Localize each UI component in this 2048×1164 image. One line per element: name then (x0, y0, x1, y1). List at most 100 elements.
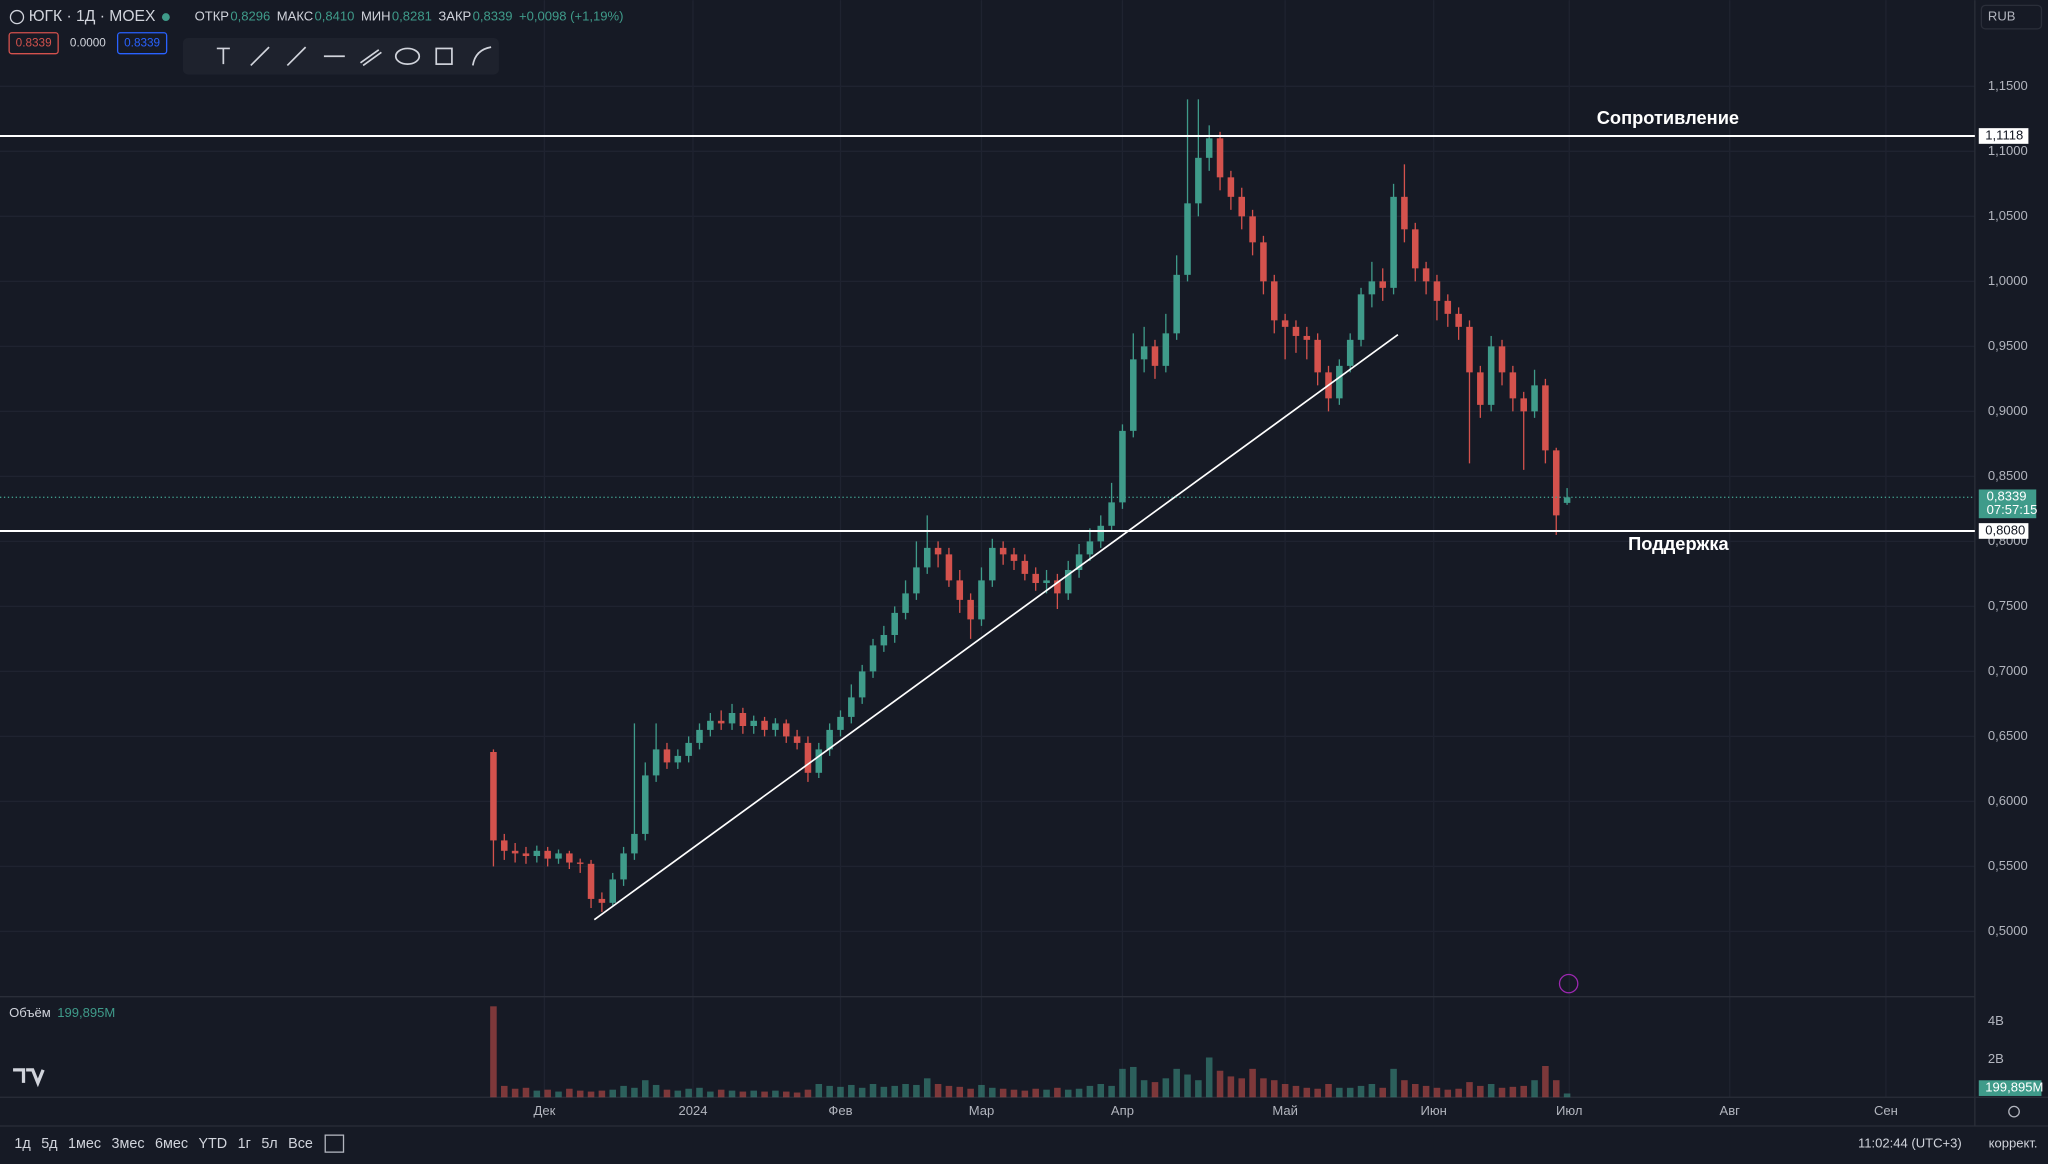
candle-body (566, 853, 573, 863)
price-box-label[interactable]: 0.0000 (70, 36, 106, 49)
candle-body (1140, 346, 1148, 360)
currency-box[interactable] (1980, 4, 2043, 30)
volume-bar (1075, 1088, 1083, 1098)
alert-icon[interactable] (1558, 973, 1579, 994)
range-button[interactable]: Все (288, 1136, 313, 1152)
trend-line (593, 333, 1399, 921)
range-button[interactable]: 3мес (111, 1136, 144, 1152)
ohlc-value: 0,8296 (230, 9, 270, 24)
y-tick-label: 0,6000 (1988, 793, 2028, 808)
text-tool[interactable] (216, 47, 230, 65)
volume-bar (1542, 1066, 1549, 1098)
volume-bar (1498, 1087, 1506, 1098)
range-button[interactable]: 5л (261, 1136, 277, 1152)
volume-bar (490, 1006, 497, 1098)
volume-bar (1325, 1084, 1332, 1098)
currency[interactable]: RUB (1988, 9, 2016, 24)
volume-bar (1097, 1084, 1105, 1098)
candle-body (1520, 398, 1527, 412)
volume-bar (1509, 1086, 1517, 1098)
volume-bar (1173, 1068, 1180, 1098)
volume-bar (1336, 1087, 1343, 1098)
volume-bar (511, 1088, 519, 1098)
candle-body (501, 840, 508, 851)
volume-bar (750, 1090, 757, 1098)
volume-bar (923, 1078, 931, 1098)
ohlc-value: 0,8339 (473, 9, 513, 24)
x-tick-label: Дек (534, 1103, 556, 1118)
candle-body (1390, 196, 1397, 288)
volume-bar (707, 1091, 714, 1098)
volume-bar (815, 1084, 823, 1098)
range-button[interactable]: YTD (198, 1136, 227, 1152)
volume-bar (1249, 1068, 1256, 1098)
candle-body (1184, 203, 1191, 275)
candle-body (490, 752, 497, 841)
range-button[interactable]: 1г (238, 1136, 251, 1152)
adjust-mode[interactable]: коррект. (1989, 1136, 2038, 1151)
range-button[interactable]: 5д (41, 1136, 58, 1152)
volume-bar (501, 1085, 508, 1098)
price-box[interactable] (116, 32, 168, 55)
volume-last-label: 199,895M (1985, 1080, 2043, 1095)
change: +0,0098 (+1,19%) (519, 9, 623, 24)
volume-bar (1130, 1066, 1137, 1098)
x-tick-label: Июл (1556, 1103, 1583, 1118)
candle-body (1303, 335, 1311, 340)
volume-bar (1043, 1089, 1050, 1098)
volume-bar (1216, 1070, 1224, 1098)
volume-bar (522, 1087, 530, 1098)
volume-bar (804, 1089, 812, 1098)
x-tick-label: Сен (1874, 1103, 1898, 1118)
range-button[interactable]: 1д (14, 1136, 31, 1152)
candle-body (815, 749, 823, 773)
volume-bar (1379, 1087, 1386, 1098)
volume-bar (793, 1092, 801, 1098)
y-tick-label: 0,5500 (1988, 858, 2028, 873)
candle-body (1086, 541, 1094, 555)
date-range-button[interactable] (324, 1134, 345, 1153)
y-tick-label: 0,5000 (1988, 923, 2028, 938)
price-box-label[interactable]: 0.8339 (16, 36, 52, 49)
candle-body (826, 729, 833, 750)
candle-body (1227, 177, 1235, 197)
candle-body (1043, 580, 1050, 583)
range-button[interactable]: 1мес (68, 1136, 101, 1152)
candle-body (891, 612, 898, 635)
volume-tick-label: 2B (1988, 1051, 2004, 1066)
candle-body (1563, 497, 1571, 503)
channel-tool[interactable] (359, 49, 382, 67)
candle-body (1010, 554, 1018, 561)
candle-body (1411, 229, 1419, 269)
price-box[interactable] (8, 32, 59, 55)
price-box-label[interactable]: 0.8339 (124, 36, 160, 49)
volume-bar (652, 1084, 660, 1098)
line-tool[interactable] (286, 46, 307, 67)
volume-bar (1390, 1068, 1397, 1098)
y-tick-label: 0,9500 (1988, 338, 2028, 353)
volume-bar (566, 1088, 573, 1098)
settings-button[interactable] (2008, 1105, 2020, 1118)
rect-tool[interactable] (435, 47, 453, 65)
candle-body (750, 720, 757, 727)
volume-bar (956, 1086, 964, 1098)
curve-tool[interactable] (471, 46, 492, 66)
candle-body (848, 697, 855, 717)
volume-bar (1108, 1085, 1115, 1098)
candle-body (642, 775, 649, 834)
volume-bar (620, 1085, 627, 1098)
ellipse-tool[interactable] (394, 47, 421, 65)
volume-bar (587, 1091, 595, 1098)
volume-title: Объём (9, 1005, 51, 1020)
candle-body (1195, 157, 1202, 204)
candle-body (1216, 138, 1224, 178)
volume-bar (761, 1091, 768, 1098)
candle-body (880, 634, 888, 646)
candle-body (1433, 281, 1441, 301)
volume-bar (663, 1089, 671, 1098)
range-button[interactable]: 6мес (155, 1136, 188, 1152)
candle-body (1205, 138, 1213, 158)
volume-bar (1433, 1087, 1441, 1098)
ray-tool[interactable] (250, 46, 270, 67)
